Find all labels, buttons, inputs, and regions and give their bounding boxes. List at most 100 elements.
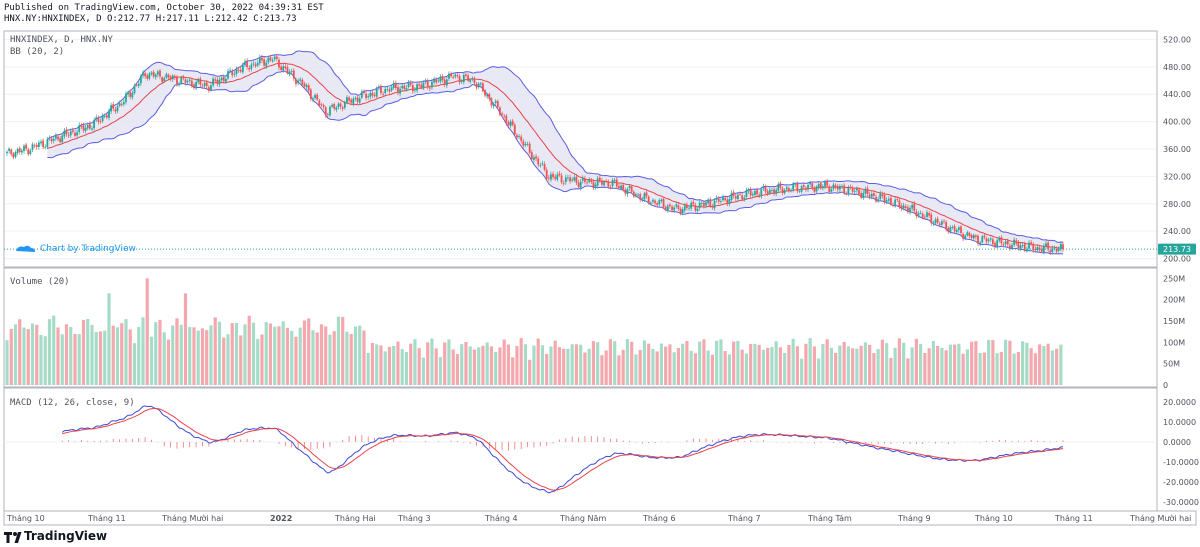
candle <box>683 203 686 213</box>
candle <box>635 192 637 198</box>
volume-bar <box>919 343 923 385</box>
candle <box>775 187 778 197</box>
volume-bar <box>774 341 778 385</box>
candle-body <box>592 181 595 188</box>
candle <box>57 134 59 142</box>
candle-body <box>881 194 884 196</box>
candle-body <box>830 189 833 192</box>
candle-body <box>335 107 338 110</box>
candle <box>78 122 81 135</box>
candle <box>390 84 393 93</box>
candle <box>586 179 588 186</box>
volume-bar <box>859 345 863 385</box>
candle <box>926 209 928 220</box>
volume-bar <box>727 354 732 385</box>
volume-bar <box>1008 340 1012 385</box>
volume-bar <box>604 350 608 385</box>
candle <box>1021 242 1024 249</box>
candle-body <box>866 188 869 194</box>
candle <box>773 187 775 196</box>
volume-bar <box>851 348 855 385</box>
candle-body <box>61 135 64 143</box>
candle <box>388 87 391 94</box>
candle <box>133 83 136 95</box>
tradingview-logo-text: TradingView <box>24 529 108 543</box>
cloud-icon <box>16 245 35 252</box>
candle <box>201 83 204 89</box>
candle-body <box>809 182 812 185</box>
candle <box>1036 244 1039 253</box>
candle-body <box>377 87 380 89</box>
candle <box>756 187 758 197</box>
candle-body <box>802 185 805 187</box>
candle <box>337 102 340 110</box>
candle <box>214 76 217 84</box>
candle-body <box>139 76 142 84</box>
candle <box>598 175 601 183</box>
candle <box>622 182 625 192</box>
volume-bar <box>931 340 935 385</box>
volume-bar <box>417 348 421 385</box>
candle-body <box>968 232 971 237</box>
candle-body <box>129 91 132 97</box>
candle <box>407 79 410 89</box>
candle-body <box>122 101 125 105</box>
candle-body <box>700 203 703 205</box>
tradingview-watermark[interactable]: Chart by TradingView <box>16 244 136 254</box>
candle-body <box>673 207 676 211</box>
volume-bar <box>256 338 260 385</box>
candle-body <box>953 225 956 232</box>
candle <box>295 77 297 87</box>
candle-body <box>350 99 353 103</box>
time-axis-label: Tháng 3 <box>397 514 431 523</box>
candle-body <box>428 87 431 89</box>
candle-body <box>492 103 495 107</box>
candle <box>494 99 497 105</box>
candle-body <box>860 193 863 198</box>
volume-bar <box>668 344 672 385</box>
candle <box>707 198 710 206</box>
candle <box>760 186 763 199</box>
candle <box>108 108 110 121</box>
candle <box>148 71 151 81</box>
volume-bar <box>698 341 702 385</box>
candle-body <box>832 184 835 189</box>
candle-body <box>853 190 856 192</box>
volume-bar <box>5 340 9 385</box>
candle <box>473 76 476 86</box>
candle-body <box>615 179 618 187</box>
candle-body <box>847 187 850 195</box>
candle-body <box>99 121 102 122</box>
price-candles <box>6 54 1064 256</box>
candle <box>885 197 888 205</box>
volume-bar <box>18 319 22 385</box>
candle-body <box>654 200 656 204</box>
volume-bar <box>672 352 676 385</box>
volume-bar <box>740 349 744 385</box>
candle <box>677 203 680 211</box>
candle <box>851 185 854 195</box>
volume-bar <box>22 327 26 385</box>
candle-body <box>59 138 62 143</box>
candle-body <box>788 188 790 191</box>
candle-body <box>171 75 174 80</box>
volume-bar <box>421 357 426 385</box>
volume-bar <box>868 344 872 385</box>
volume-bar <box>200 328 205 385</box>
candle-body <box>74 132 76 136</box>
chart-canvas[interactable]: 520.00 480.00 440.00 400.00 360.00 320.00 280.… <box>0 0 1200 527</box>
candle <box>785 185 788 192</box>
candle <box>781 186 784 196</box>
candle <box>675 202 678 209</box>
candle-body <box>569 177 571 182</box>
candle-body <box>231 71 234 76</box>
candle-body <box>180 77 183 84</box>
candle <box>845 191 848 196</box>
candle <box>839 183 841 193</box>
candle <box>341 105 344 112</box>
candle <box>203 80 206 89</box>
candle <box>601 177 603 187</box>
candle-body <box>1049 250 1052 253</box>
candle-body <box>167 74 170 78</box>
volume-bar <box>477 347 481 385</box>
